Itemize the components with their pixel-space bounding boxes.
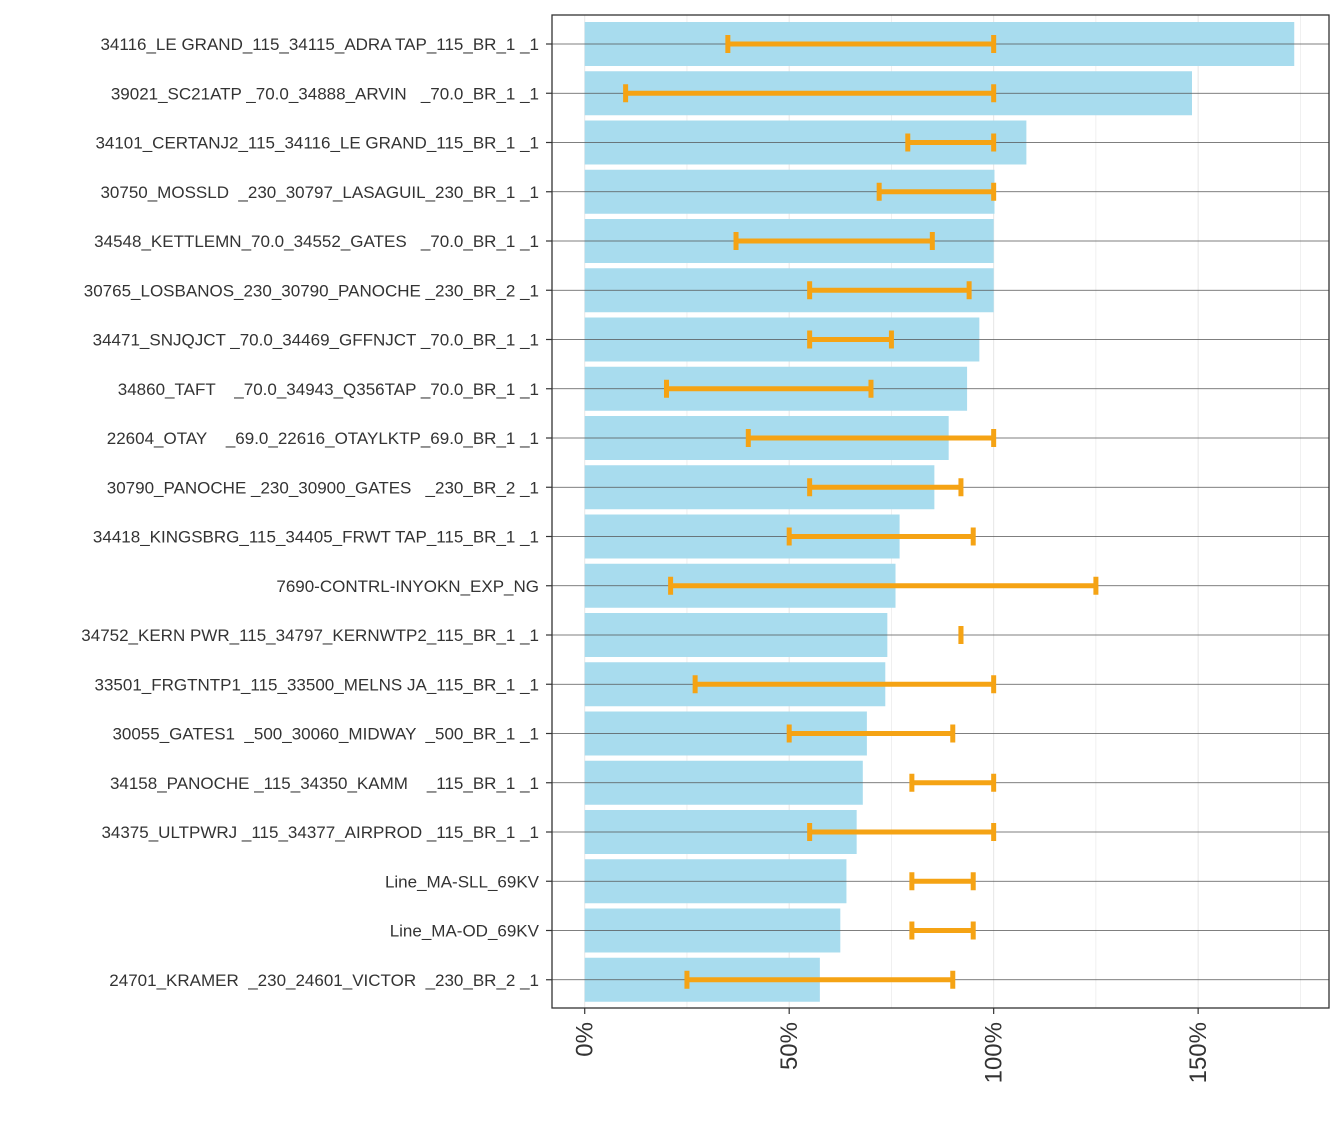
x-tick-label: 100%: [981, 1022, 1008, 1083]
y-tick-label: 22604_OTAY _69.0_22616_OTAYLKTP_69.0_BR_…: [107, 429, 539, 448]
error-bar: [684, 970, 956, 989]
y-tick-label: 30055_GATES1 _500_30060_MIDWAY _500_BR_1…: [112, 725, 539, 744]
error-bar: [725, 35, 997, 53]
y-tick-label: 39021_SC21ATP _70.0_34888_ARVIN _70.0_BR…: [111, 84, 539, 103]
x-tick-label: 0%: [572, 1022, 599, 1057]
error-bar: [664, 379, 874, 398]
error-bars: [623, 35, 1099, 989]
y-tick-label: 34860_TAFT _70.0_34943_Q356TAP _70.0_BR_…: [118, 380, 539, 399]
y-tick-label: 30765_LOSBANOS_230_30790_PANOCHE _230_BR…: [84, 281, 539, 300]
x-axis: 0% 50% 100% 150%: [572, 1008, 1212, 1083]
y-tick-label: 34116_LE GRAND_115_34115_ADRA TAP_115_BR…: [100, 35, 539, 54]
error-bar: [807, 823, 997, 841]
y-tick-label: 34471_SNJQJCT _70.0_34469_GFFNJCT _70.0_…: [93, 331, 539, 350]
error-bar: [807, 281, 972, 300]
y-tick-label: 34548_KETTLEMN_70.0_34552_GATES _70.0_BR…: [94, 232, 539, 251]
error-bar: [807, 478, 964, 497]
y-tick-label: 30750_MOSSLD _230_30797_LASAGUIL_230_BR_…: [100, 183, 539, 202]
x-tick-label: 150%: [1185, 1022, 1212, 1083]
error-bar: [623, 84, 997, 103]
error-bar: [876, 182, 997, 201]
y-tick-label: Line_MA-SLL_69KV: [385, 872, 540, 891]
error-bar: [692, 675, 997, 694]
y-axis: 34116_LE GRAND_115_34115_ADRA TAP_115_BR…: [81, 35, 552, 990]
y-tick-label: 34418_KINGSBRG_115_34405_FRWT TAP_115_BR…: [93, 528, 539, 547]
y-tick-label: 24701_KRAMER _230_24601_VICTOR _230_BR_2…: [109, 971, 539, 990]
error-bar: [786, 527, 976, 546]
y-tick-label: Line_MA-OD_69KV: [390, 922, 540, 941]
error-bar: [909, 921, 976, 940]
y-tick-label: 34752_KERN PWR_115_34797_KERNWTP2_115_BR…: [81, 626, 539, 645]
error-bar: [909, 773, 997, 792]
error-bar: [807, 330, 894, 349]
y-tick-label: 34158_PANOCHE _115_34350_KAMM _115_BR_1 …: [110, 774, 539, 793]
y-tick-label: 33501_FRGTNTP1_115_33500_MELNS JA_115_BR…: [95, 675, 540, 694]
y-tick-label: 34101_CERTANJ2_115_34116_LE GRAND_115_BR…: [95, 134, 539, 153]
y-tick-label: 34375_ULTPWRJ _115_34377_AIRPROD _115_BR…: [101, 823, 539, 842]
error-bar: [786, 724, 956, 743]
error-bar: [905, 133, 997, 152]
error-bar: [909, 872, 976, 891]
x-tick-label: 50%: [776, 1022, 803, 1070]
error-bar: [745, 429, 997, 447]
plot-border: [551, 14, 1330, 1009]
error-bar: [733, 232, 935, 250]
y-tick-label: 30790_PANOCHE _230_30900_GATES _230_BR_2…: [107, 478, 539, 497]
y-tick-label: 7690-CONTRL-INYOKN_EXP_NG: [276, 577, 539, 596]
error-bar: [668, 576, 1099, 595]
